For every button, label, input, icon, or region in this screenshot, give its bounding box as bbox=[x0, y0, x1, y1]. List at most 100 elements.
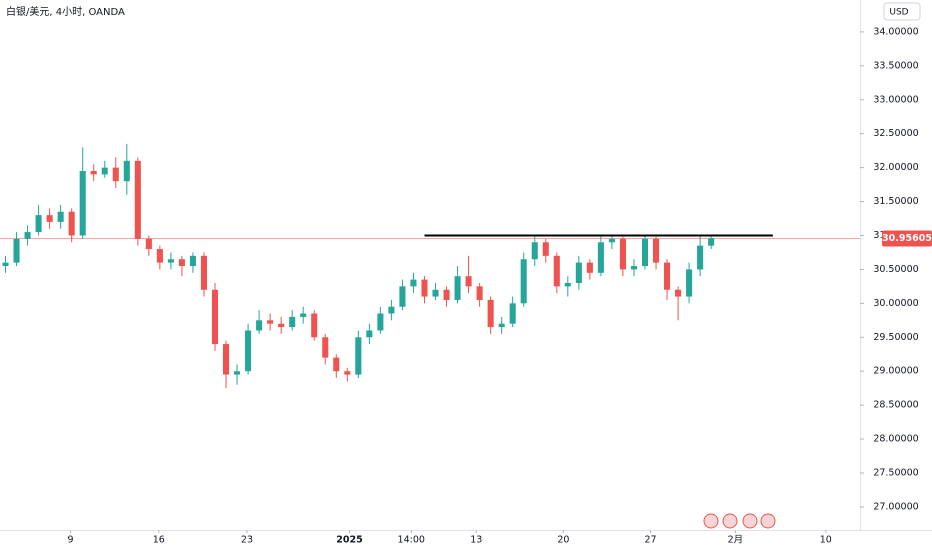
candle-body bbox=[377, 313, 384, 331]
last-price-box bbox=[882, 230, 932, 247]
candle-body bbox=[46, 215, 53, 222]
candle-body bbox=[156, 249, 163, 263]
candle-body bbox=[90, 171, 97, 175]
candle-body bbox=[487, 299, 494, 328]
event-flag[interactable] bbox=[722, 513, 738, 529]
y-tick-label: 32.50000 bbox=[873, 128, 918, 139]
x-tick-label: 14:00 bbox=[398, 535, 425, 546]
event-flags[interactable] bbox=[703, 513, 776, 529]
candle-body bbox=[410, 279, 417, 287]
candle-body bbox=[222, 344, 230, 375]
candle-body bbox=[289, 316, 296, 328]
candle-body bbox=[509, 303, 516, 324]
candle-body bbox=[520, 259, 527, 304]
candle-body bbox=[619, 238, 626, 270]
candles bbox=[2, 143, 715, 389]
y-tick-label: 27.50000 bbox=[873, 467, 918, 478]
y-tick-label: 30.00000 bbox=[873, 298, 918, 309]
candle-body bbox=[35, 215, 42, 233]
candle-body bbox=[145, 238, 152, 250]
candle-body bbox=[432, 289, 439, 297]
candle-body bbox=[134, 160, 141, 239]
candle-body bbox=[542, 242, 549, 256]
y-tick-label: 33.50000 bbox=[873, 60, 918, 71]
candle-body bbox=[388, 306, 395, 314]
candle-body bbox=[708, 238, 715, 246]
candle-body bbox=[278, 323, 285, 328]
y-tick-label: 29.00000 bbox=[873, 366, 918, 377]
candle-body bbox=[311, 313, 318, 338]
candle-body bbox=[2, 262, 9, 267]
candle-body bbox=[454, 276, 461, 300]
candle-body bbox=[344, 371, 351, 375]
candle-body bbox=[167, 259, 174, 263]
candle-body bbox=[245, 330, 252, 372]
candle-body bbox=[322, 337, 329, 358]
x-tick-label: 27 bbox=[644, 535, 656, 546]
currency-box[interactable] bbox=[883, 2, 921, 21]
y-tick-label: 32.00000 bbox=[873, 162, 918, 173]
candle-body bbox=[189, 255, 196, 267]
x-tick-label: 2月 bbox=[728, 535, 744, 546]
x-tick-label: 16 bbox=[153, 535, 165, 546]
candle-body bbox=[641, 238, 649, 267]
candle-body bbox=[553, 255, 560, 287]
candle-body bbox=[498, 323, 505, 328]
candle-body bbox=[476, 286, 483, 300]
candle-body bbox=[366, 330, 373, 338]
y-tick-label: 33.00000 bbox=[873, 94, 918, 105]
y-tick-label: 28.50000 bbox=[873, 400, 918, 411]
candle-body bbox=[664, 262, 671, 290]
event-flag[interactable] bbox=[742, 513, 758, 529]
candle-body bbox=[112, 167, 119, 182]
candle-body bbox=[68, 211, 75, 236]
candle-body bbox=[686, 269, 693, 297]
candle-body bbox=[300, 313, 307, 317]
candle-body bbox=[24, 232, 31, 239]
candle-body bbox=[608, 238, 615, 243]
y-tick-label: 28.00000 bbox=[873, 434, 918, 445]
candle-body bbox=[597, 242, 604, 273]
candle-body bbox=[355, 337, 362, 375]
currency-label[interactable]: USD bbox=[889, 8, 908, 18]
candle-body bbox=[575, 262, 582, 283]
y-tick-label: 30.50000 bbox=[873, 264, 918, 275]
candle-body bbox=[564, 282, 571, 287]
candle-body bbox=[675, 289, 682, 297]
candle-body bbox=[79, 171, 86, 236]
x-tick-label: 23 bbox=[241, 535, 253, 546]
event-flag[interactable] bbox=[760, 513, 776, 529]
candle-body bbox=[399, 286, 406, 307]
candle-body bbox=[630, 266, 638, 270]
x-tick-label: 2025 bbox=[336, 535, 362, 546]
candle-body bbox=[465, 276, 472, 287]
candle-body bbox=[256, 320, 263, 331]
y-tick-label: 34.00000 bbox=[873, 26, 918, 37]
candle-body bbox=[586, 262, 593, 273]
candle-body bbox=[421, 279, 428, 297]
candle-body bbox=[101, 167, 108, 175]
candle-body bbox=[531, 242, 538, 260]
last-price-label: 30.95605 bbox=[882, 233, 932, 244]
candle-body bbox=[178, 259, 185, 267]
candle-body bbox=[57, 211, 64, 222]
candle-body bbox=[333, 357, 340, 372]
y-tick-label: 29.50000 bbox=[873, 332, 918, 343]
candle-body bbox=[123, 160, 130, 182]
candle-body bbox=[211, 289, 219, 345]
y-tick-label: 27.00000 bbox=[873, 501, 918, 512]
x-tick-label: 9 bbox=[68, 535, 74, 546]
y-tick-label: 31.50000 bbox=[873, 196, 918, 207]
candle-body bbox=[697, 245, 704, 270]
x-tick-label: 20 bbox=[557, 535, 569, 546]
event-flag[interactable] bbox=[703, 513, 719, 529]
chart-title: 白银/美元, 4小时, OANDA bbox=[6, 5, 125, 18]
candle-body bbox=[200, 255, 208, 290]
x-tick-label: 10 bbox=[820, 535, 832, 546]
candle-body bbox=[652, 238, 660, 263]
x-tick-label: 13 bbox=[470, 535, 482, 546]
candle-body bbox=[234, 371, 241, 375]
candle-body bbox=[13, 238, 20, 263]
